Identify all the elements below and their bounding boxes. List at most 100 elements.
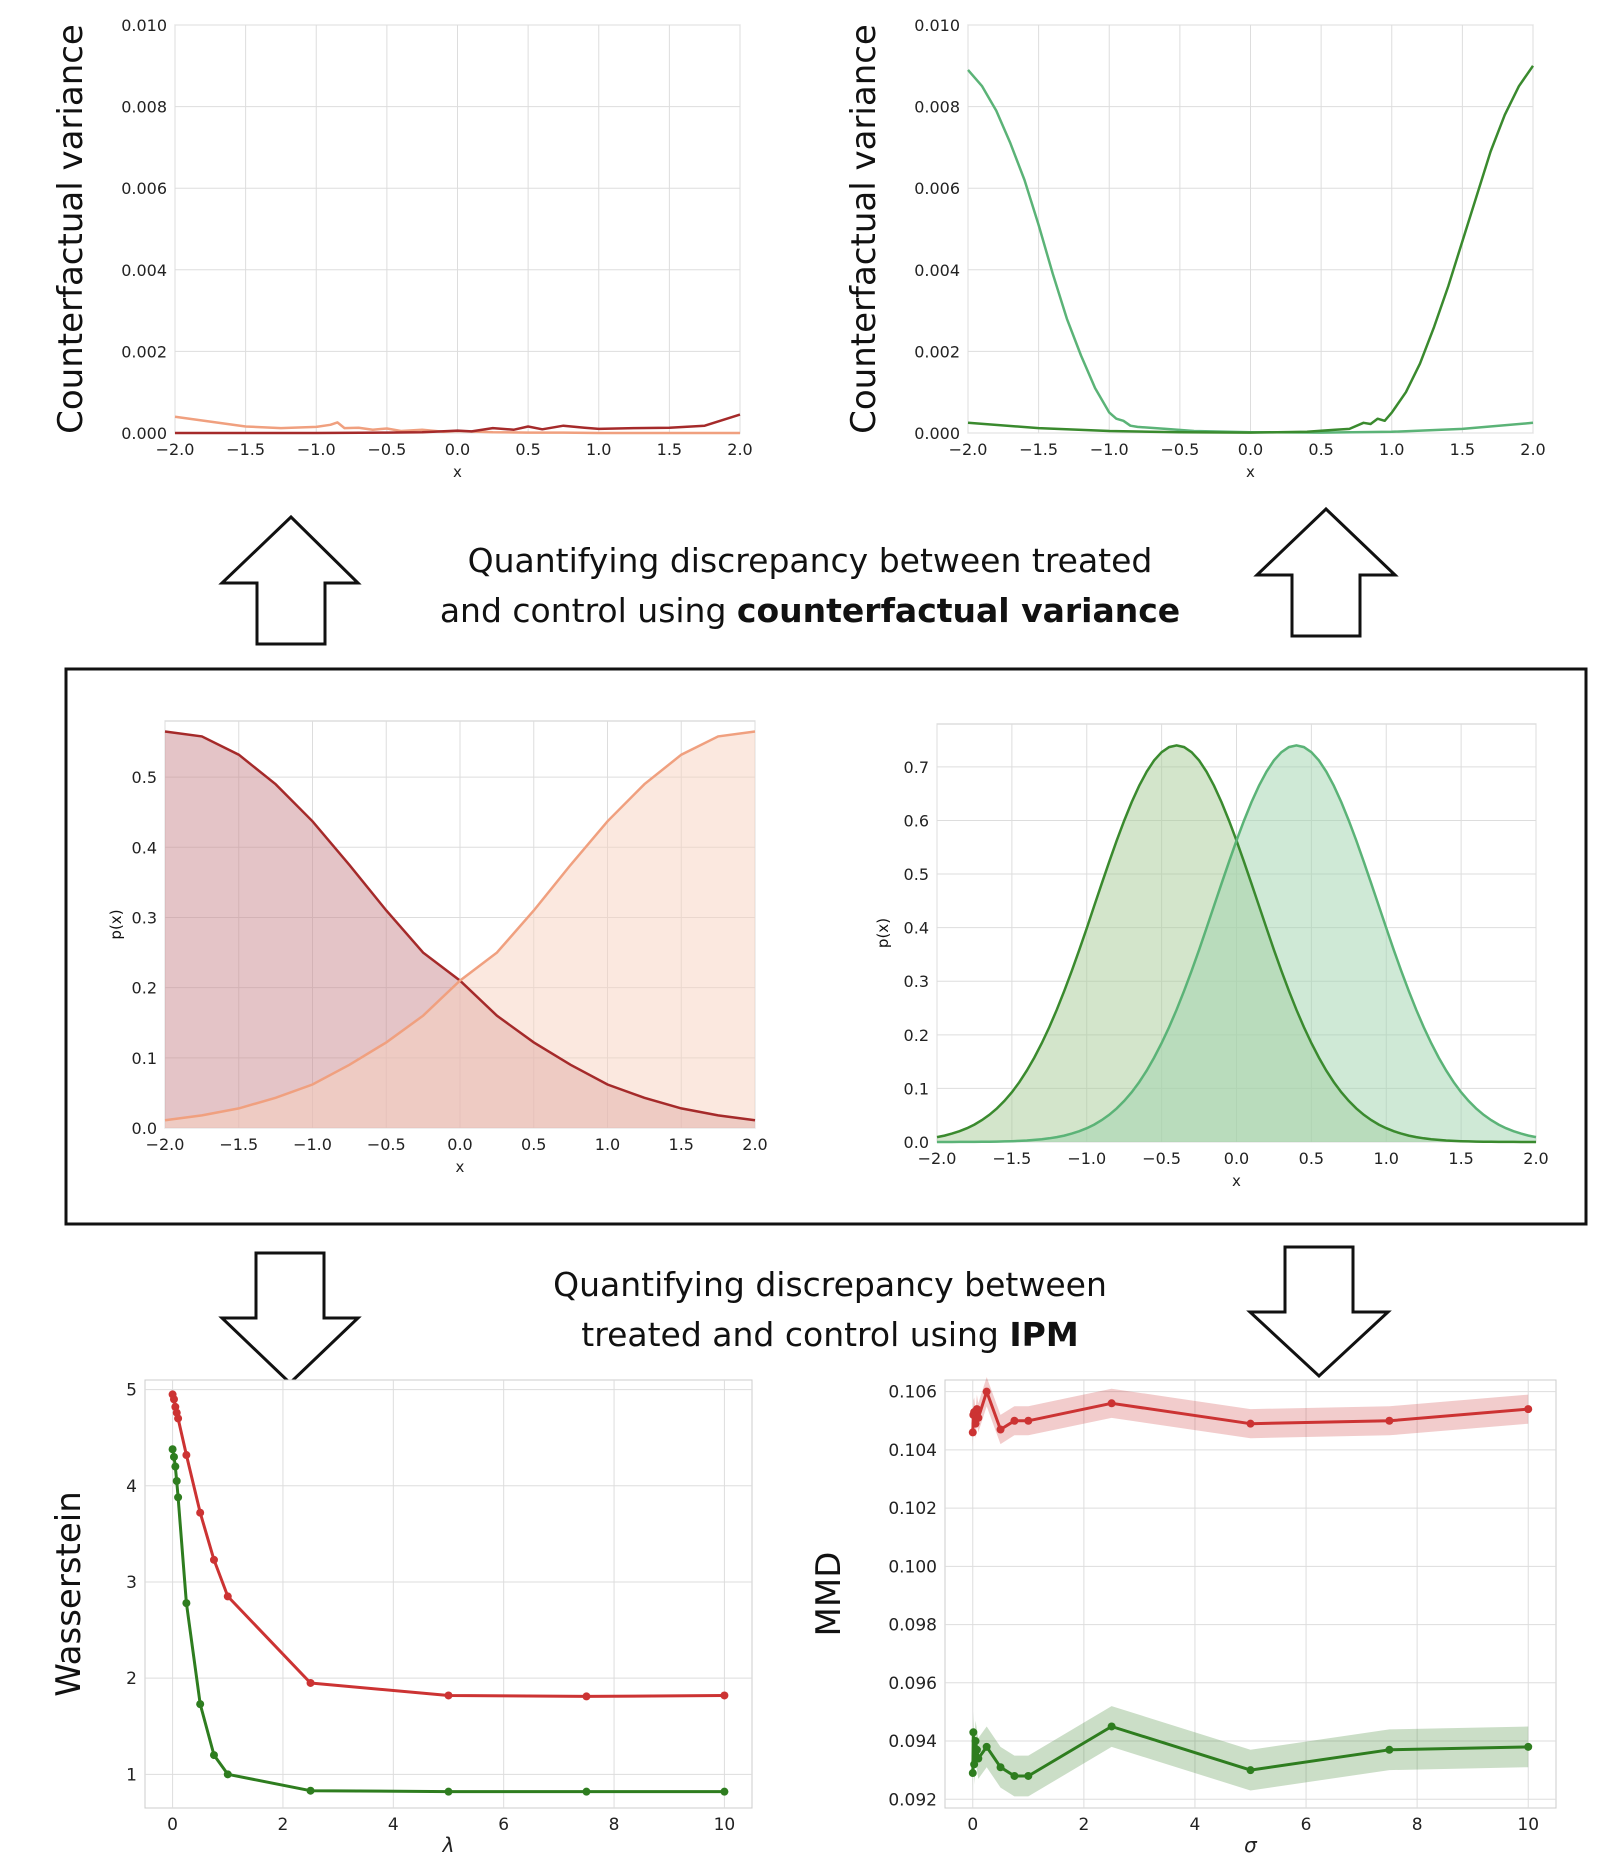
bottom-caption-line2-prefix: treated and control using <box>581 1315 1010 1354</box>
y-tick-label: 0.2 <box>904 1026 929 1045</box>
x-tick-label: −0.5 <box>367 440 406 459</box>
x-tick-label: 2.0 <box>1523 1149 1548 1168</box>
y-axis-label: p(x) <box>874 918 892 948</box>
data-point-green <box>969 1728 978 1737</box>
data-point-red <box>1246 1419 1255 1428</box>
y-tick-label: 0.100 <box>888 1557 937 1577</box>
y-tick-label: 0.002 <box>121 342 167 361</box>
data-point-green <box>1024 1771 1033 1780</box>
y-tick-label: 0.0 <box>132 1119 157 1138</box>
y-tick-label: 1 <box>126 1765 137 1785</box>
y-tick-label: 0.008 <box>121 98 167 117</box>
data-point-red <box>582 1692 591 1701</box>
data-point-green <box>169 1452 178 1461</box>
bottom-caption-line2-bold: IPM <box>1009 1315 1079 1354</box>
y-tick-label: 0.000 <box>121 424 167 443</box>
data-point-green <box>1010 1771 1019 1780</box>
x-tick-label: 6 <box>1301 1815 1312 1835</box>
x-tick-label: −1.0 <box>1067 1149 1106 1168</box>
x-tick-label: 10 <box>714 1815 736 1835</box>
data-point-red <box>974 1413 983 1422</box>
x-tick-label: 0.5 <box>1308 440 1333 459</box>
x-tick-label: −1.0 <box>297 440 336 459</box>
data-point-green <box>174 1493 183 1502</box>
data-point-green <box>982 1742 991 1751</box>
density-green-chart: −2.0 −1.5 −1.0 −0.5 0.0 0.5 1.0 1.5 2.0 0.0 0.1 0.2… <box>874 723 1549 1190</box>
x-tick-label: 8 <box>1412 1815 1423 1835</box>
x-tick-label: −1.5 <box>1019 440 1058 459</box>
x-tick-label: 2 <box>278 1815 289 1835</box>
data-point-green <box>171 1462 180 1471</box>
y-tick-label: 0.7 <box>904 758 929 777</box>
data-point-red <box>174 1414 183 1423</box>
series-line-control <box>164 730 756 1122</box>
arrow-down-right-icon <box>1246 1245 1392 1379</box>
data-point-red <box>1524 1405 1533 1414</box>
y-axis-label: p(x) <box>107 909 125 939</box>
y-tick-label: 0.002 <box>914 342 960 361</box>
series-line-control <box>174 415 740 435</box>
x-tick-label: −1.0 <box>1090 440 1129 459</box>
plot-area <box>944 1379 1557 1809</box>
series-area-treated <box>165 731 755 1128</box>
y-tick-label: 5 <box>126 1381 137 1401</box>
x-tick-label: 0.5 <box>515 440 540 459</box>
data-point-green <box>182 1599 191 1608</box>
bottom-caption-line1: Quantifying discrepancy between <box>553 1265 1107 1304</box>
data-point-green <box>720 1787 729 1796</box>
x-tick-label: −0.5 <box>1142 1149 1181 1168</box>
data-point-red <box>968 1428 977 1437</box>
x-tick-label: 0.0 <box>1224 1149 1249 1168</box>
data-point-green <box>196 1700 205 1709</box>
x-tick-label: 2.0 <box>727 440 752 459</box>
data-point-green <box>1246 1766 1255 1775</box>
distribution-panel-frame <box>64 667 1588 1226</box>
y-tick-label: 0.102 <box>888 1499 937 1519</box>
y-tick-label: 0.098 <box>888 1616 937 1636</box>
x-tick-label: 4 <box>1190 1815 1201 1835</box>
y-tick-label: 0.0 <box>904 1133 929 1152</box>
top-caption-line2-prefix: and control using <box>439 591 737 630</box>
data-point-green <box>582 1787 591 1796</box>
y-tick-label: 0.006 <box>121 179 167 198</box>
series-line-treated <box>967 65 1535 434</box>
x-tick-label: −1.5 <box>219 1135 258 1154</box>
x-tick-label: 0.5 <box>521 1135 546 1154</box>
data-point-green <box>1385 1745 1394 1754</box>
data-point-green <box>306 1786 315 1795</box>
x-axis-label: λ <box>442 1833 455 1857</box>
bottom-caption: Quantifying discrepancy between treated … <box>420 1260 1240 1360</box>
mmd-chart: 0 2 4 6 8 10 0.092 0.094 0.096 0.098 0.100 0.102 0.1… <box>809 1377 1557 1857</box>
x-tick-label: −2.0 <box>918 1149 957 1168</box>
x-tick-label: 2.0 <box>742 1135 767 1154</box>
data-point-red <box>223 1592 232 1601</box>
data-point-red <box>1385 1416 1394 1425</box>
top-caption: Quantifying discrepancy between treated … <box>400 536 1220 636</box>
x-tick-label: −0.5 <box>367 1135 406 1154</box>
bottom-caption-line2: treated and control using IPM <box>420 1310 1240 1360</box>
series-area-control <box>937 745 1536 1142</box>
x-tick-label: −2.0 <box>156 440 195 459</box>
counterfactual-variance-green-chart: −2.0 −1.5 −1.0 −0.5 0.0 0.5 1.0 1.5 2.0 0.000 0.00… <box>844 16 1546 481</box>
data-point-red <box>169 1395 178 1404</box>
y-axis-label: Wasserstein <box>49 1491 89 1697</box>
data-point-green <box>970 1760 979 1769</box>
x-tick-label: 8 <box>609 1815 620 1835</box>
y-tick-label: 0.6 <box>904 811 929 830</box>
y-tick-label: 0.006 <box>914 179 960 198</box>
x-tick-label: −2.0 <box>146 1135 185 1154</box>
data-point-red <box>972 1405 981 1414</box>
x-tick-label: 1.0 <box>1374 1149 1399 1168</box>
data-point-green <box>168 1445 177 1454</box>
y-tick-label: 0.092 <box>888 1790 937 1810</box>
y-tick-label: 0.4 <box>132 838 157 857</box>
y-tick-label: 4 <box>126 1477 137 1497</box>
x-tick-label: 1.5 <box>1448 1149 1473 1168</box>
x-axis-label: σ <box>1244 1833 1258 1857</box>
top-caption-line2-bold: counterfactual variance <box>736 591 1181 630</box>
x-axis-label: x <box>1246 463 1255 481</box>
arrow-down-left-icon <box>218 1251 362 1386</box>
y-tick-label: 0.1 <box>132 1049 157 1068</box>
